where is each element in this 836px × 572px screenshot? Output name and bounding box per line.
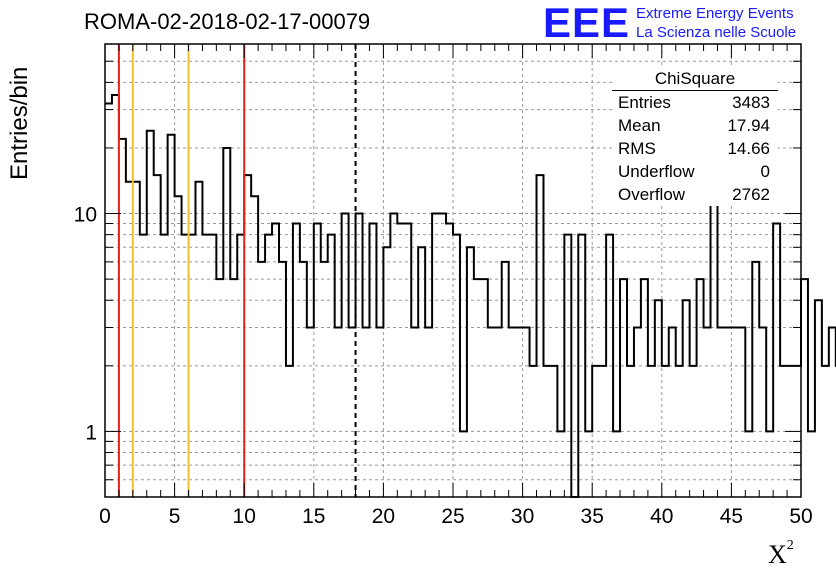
stats-row: Underflow 0 xyxy=(612,160,778,183)
x-tick-label: 50 xyxy=(789,505,812,528)
logo-line-1: Extreme Energy Events xyxy=(636,5,794,22)
y-tick-label: 1 xyxy=(85,421,97,444)
x-tick-label: 0 xyxy=(99,505,111,528)
stats-row: Mean 17.94 xyxy=(612,114,778,137)
x-tick-label: 15 xyxy=(302,505,325,528)
x-tick-label: 40 xyxy=(650,505,673,528)
stats-label: RMS xyxy=(618,139,656,158)
stats-label: Overflow xyxy=(618,185,686,204)
stats-row: Overflow 2762 xyxy=(612,183,778,206)
x-tick-label: 10 xyxy=(233,505,256,528)
stats-box-name: ChiSquare xyxy=(612,68,778,91)
x-tick-label: 25 xyxy=(441,505,464,528)
x-tick-label: 30 xyxy=(511,505,534,528)
stats-value: 17.94 xyxy=(727,116,770,135)
logo-line-2: La Scienza nelle Scuole xyxy=(636,24,797,41)
x-tick-label: 20 xyxy=(372,505,395,528)
stats-value: 3483 xyxy=(732,93,770,112)
stats-row: Entries 3483 xyxy=(612,91,778,114)
stats-row: RMS 14.66 xyxy=(612,137,778,160)
stats-value: 14.66 xyxy=(727,139,770,158)
eee-logo: EEE xyxy=(543,0,631,46)
x-axis-label: X2 xyxy=(768,538,794,569)
stats-box: ChiSquare Entries 3483 Mean 17.94 RMS 14… xyxy=(612,68,778,206)
y-axis-label: Entries/bin xyxy=(6,66,33,180)
x-tick-label: 35 xyxy=(581,505,604,528)
stats-label: Mean xyxy=(618,116,661,135)
y-tick-label: 10 xyxy=(74,204,97,227)
stats-value: 0 xyxy=(760,162,770,181)
stats-label: Underflow xyxy=(618,162,695,181)
x-tick-label: 5 xyxy=(169,505,181,528)
stats-value: 2762 xyxy=(732,185,770,204)
chart-title: ROMA-02-2018-02-17-00079 xyxy=(84,9,371,34)
stats-label: Entries xyxy=(618,93,671,112)
x-tick-label: 45 xyxy=(720,505,743,528)
